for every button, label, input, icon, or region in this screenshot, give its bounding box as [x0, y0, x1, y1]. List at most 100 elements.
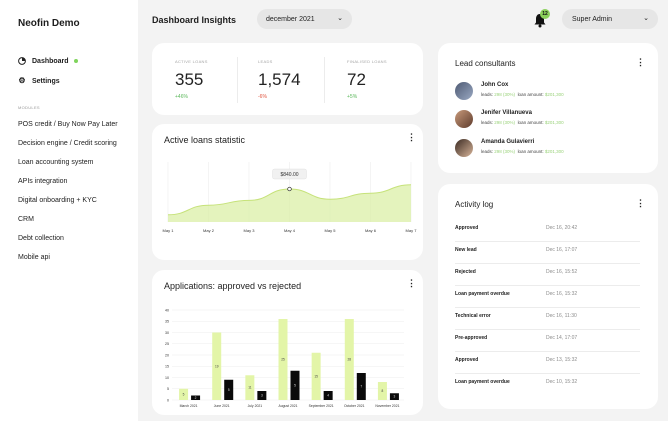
x-tick-label: May 7 — [406, 228, 418, 233]
bar — [278, 319, 288, 400]
lead-consultants-title: Lead consultants — [455, 59, 516, 68]
data-label: 3 — [261, 394, 263, 398]
activity-time: Dec 16, 20:42 — [546, 225, 578, 231]
consultant-row[interactable]: Jenifer Villanueva leads: 298 (30%) loan… — [455, 108, 655, 132]
applications-card: Applications: approved vs rejected ⋮ 0 5 1… — [152, 270, 423, 415]
sidebar: Neofin Demo Dashboard ⚙ Settings MODULES… — [0, 0, 138, 421]
data-label: 5 — [294, 383, 296, 387]
month-select[interactable]: december 2021 ⌄ — [257, 9, 352, 29]
x-tick-label: July 2021 — [248, 404, 263, 408]
more-options-icon[interactable]: ⋮ — [636, 57, 645, 67]
month-select-value: december 2021 — [266, 15, 315, 23]
activity-log-card: Activity log ⋮ Approved Dec 16, 20:42 New… — [438, 184, 658, 409]
active-loans-card: Active loans statistic ⋮ May 1 May 2 May 3… — [152, 124, 423, 260]
sidebar-module-crm[interactable]: CRM — [18, 216, 34, 223]
activity-row[interactable]: Technical error Dec 16, 11:30 — [455, 308, 640, 330]
kpi-label: FINALISED LOANS — [347, 59, 387, 64]
modules-section-label: MODULES — [18, 105, 40, 110]
bar — [323, 391, 333, 400]
activity-time: Dec 16, 15:52 — [546, 269, 578, 275]
kpi-delta: -6% — [258, 94, 267, 100]
sidebar-module-mobile-api[interactable]: Mobile api — [18, 254, 50, 261]
data-label: 3 — [394, 395, 396, 399]
activity-name: Pre-approved — [455, 335, 488, 341]
more-options-icon[interactable]: ⋮ — [636, 198, 645, 208]
active-loans-chart: May 1 May 2 May 3 May 4 May 5 May 6 May 7 $840.… — [163, 162, 418, 233]
y-tick-label: 5 — [167, 387, 169, 391]
activity-log-title: Activity log — [455, 200, 494, 209]
x-tick-label: May 2 — [203, 228, 215, 233]
dashboard-icon — [18, 57, 26, 65]
kpi-divider — [237, 57, 238, 103]
activity-time: Dec 16, 11:30 — [546, 313, 577, 319]
activity-time: Dec 16, 17:07 — [546, 247, 578, 253]
x-tick-label: August 2021 — [278, 404, 297, 408]
sidebar-module-apis[interactable]: APIs integration — [18, 178, 68, 185]
user-menu[interactable]: Super Admin ⌄ — [562, 9, 658, 29]
activity-row[interactable]: Rejected Dec 16, 15:52 — [455, 264, 640, 286]
data-label: 15 — [314, 374, 318, 378]
x-tick-label: May 3 — [244, 228, 256, 233]
data-label: 5 — [228, 388, 230, 392]
y-tick-label: 25 — [165, 342, 169, 346]
activity-row[interactable]: Loan payment overdue Dec 16, 15:32 — [455, 286, 640, 308]
sidebar-module-debt-collection[interactable]: Debt collection — [18, 235, 64, 242]
avatar — [455, 82, 473, 100]
consultant-name: Jenifer Villanueva — [481, 110, 532, 116]
activity-name: New lead — [455, 247, 477, 253]
activity-name: Technical error — [455, 313, 491, 319]
x-tick-label: May 5 — [325, 228, 337, 233]
more-options-icon[interactable]: ⋮ — [407, 278, 416, 288]
sidebar-item-dashboard[interactable]: Dashboard — [18, 57, 78, 65]
more-options-icon[interactable]: ⋮ — [407, 132, 416, 142]
bar — [179, 388, 189, 400]
data-label: 25 — [281, 358, 285, 362]
data-label: 28 — [348, 358, 352, 362]
notification-badge: 12 — [540, 9, 550, 19]
y-tick-label: 30 — [165, 331, 169, 335]
consultant-row[interactable]: John Cox leads: 298 (30%) loan amount: $… — [455, 80, 655, 104]
tooltip-box — [272, 168, 307, 180]
activity-name: Loan payment overdue — [455, 291, 510, 297]
sidebar-item-settings[interactable]: ⚙ Settings — [18, 77, 59, 85]
sidebar-module-decision-engine[interactable]: Decision engine / Credit scoring — [18, 140, 117, 147]
kpi-card: ACTIVE LOANS 355 +46% LEADS 1,574 -6% FI… — [152, 43, 423, 115]
sidebar-module-loan-accounting[interactable]: Loan accounting system — [18, 159, 94, 166]
bar — [377, 382, 387, 400]
avatar — [455, 110, 473, 128]
activity-name: Approved — [455, 225, 479, 231]
kpi-value: 72 — [347, 70, 366, 89]
bar — [245, 375, 255, 400]
bar — [389, 393, 399, 400]
bar — [212, 332, 222, 400]
activity-row[interactable]: Approved Dec 16, 20:42 — [455, 220, 640, 242]
kpi-label: ACTIVE LOANS — [175, 59, 208, 64]
kpi-value: 1,574 — [258, 70, 301, 89]
x-tick-label: May 6 — [365, 228, 377, 233]
data-label: 19 — [215, 364, 219, 368]
activity-time: Dec 10, 15:32 — [546, 379, 578, 385]
page-title: Dashboard Insights — [152, 15, 237, 25]
sidebar-module-onboarding[interactable]: Digital onboarding + KYC — [18, 197, 97, 204]
activity-time: Dec 13, 15:32 — [546, 357, 578, 363]
chevron-down-icon: ⌄ — [337, 15, 343, 22]
sidebar-module-pos-credit[interactable]: POS credit / Buy Now Pay Later — [18, 121, 118, 128]
bar — [311, 352, 321, 400]
activity-name: Loan payment overdue — [455, 379, 510, 385]
x-tick-label: May 4 — [284, 228, 296, 233]
consultant-row[interactable]: Amanda Gulavierri leads: 298 (30%) loan … — [455, 137, 655, 161]
consultant-name: Amanda Gulavierri — [481, 139, 535, 145]
active-indicator — [73, 59, 78, 63]
x-tick-label: October 2021 — [344, 404, 365, 408]
kpi-delta: +5% — [347, 94, 358, 100]
x-tick-label: June 2021 — [214, 404, 230, 408]
data-label: 8 — [382, 389, 384, 393]
activity-row[interactable]: Loan payment overdue Dec 10, 15:32 — [455, 374, 640, 396]
bar — [344, 319, 354, 400]
activity-name: Rejected — [455, 269, 476, 275]
area-fill — [168, 184, 411, 222]
activity-row[interactable]: Approved Dec 13, 15:32 — [455, 352, 640, 374]
activity-row[interactable]: Pre-approved Dec 14, 17:07 — [455, 330, 640, 352]
bar — [191, 395, 201, 400]
activity-row[interactable]: New lead Dec 16, 17:07 — [455, 242, 640, 264]
